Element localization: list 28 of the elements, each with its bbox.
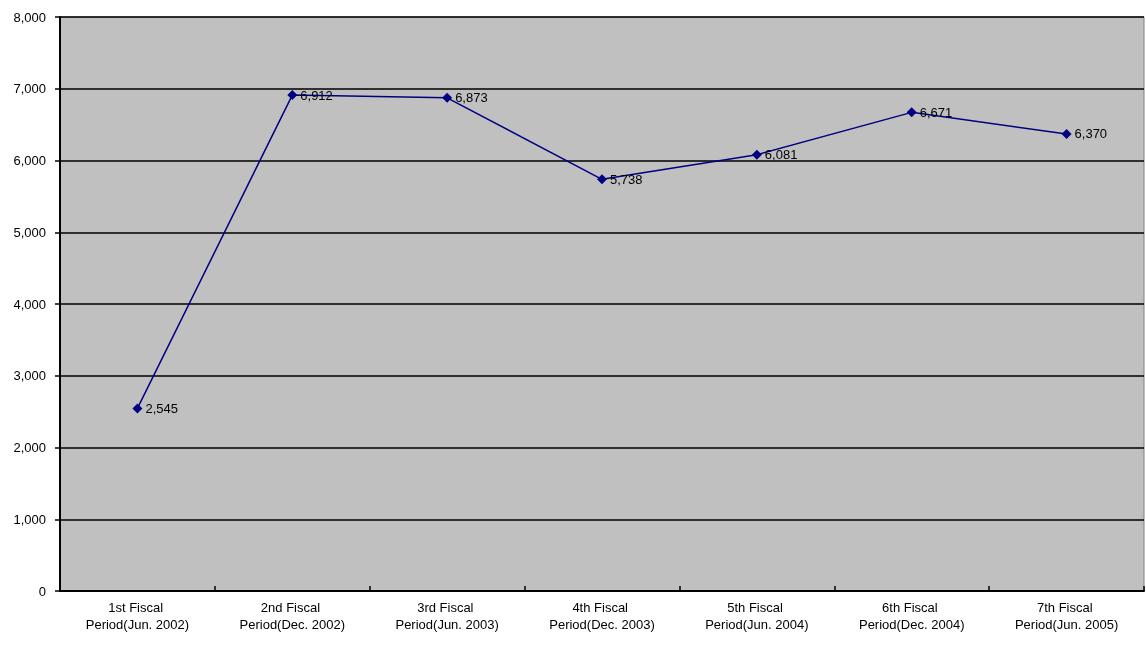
data-label: 2,545 [145, 400, 178, 416]
x-tick-label: 5th Fiscal Period(Jun. 2004) [705, 600, 809, 632]
y-tick-label: 7,000 [13, 81, 46, 97]
data-label: 6,370 [1074, 126, 1108, 142]
x-tick-label: 7th Fiscal Period(Jun. 2005) [1014, 600, 1119, 632]
x-tick-label: 3rd Fiscal Period(Jun. 2003) [395, 600, 499, 632]
x-tick-label: 1st Fiscal Period(Jun. 2002) [85, 600, 190, 632]
point [906, 107, 917, 118]
data-label: 6,873 [455, 90, 488, 106]
y-tick-label: 4,000 [13, 296, 46, 312]
y-tick-label: 3,000 [13, 368, 46, 384]
y-tick-label: 5,000 [13, 224, 46, 240]
data-label: 6,081 [764, 147, 798, 163]
point [751, 149, 762, 160]
point [442, 92, 453, 103]
y-tick-label: 2,000 [13, 440, 46, 455]
y-tick-label: 8,000 [13, 9, 46, 25]
point [287, 90, 298, 101]
x-tick-label: 6th Fiscal Period(Dec. 2004) [858, 600, 965, 632]
x-tick-label: 4th Fiscal Period(Dec. 2003) [549, 600, 655, 632]
point [132, 403, 143, 414]
x-tick-label: 2nd Fiscal Period(Dec. 2002) [239, 600, 346, 632]
y-tick-label: 0 [38, 583, 46, 599]
point [1061, 128, 1072, 139]
y-tick-label: 6,000 [13, 153, 46, 168]
point [597, 174, 607, 185]
data-label: 5,738 [610, 171, 643, 187]
y-tick-label: 1,000 [13, 511, 46, 527]
